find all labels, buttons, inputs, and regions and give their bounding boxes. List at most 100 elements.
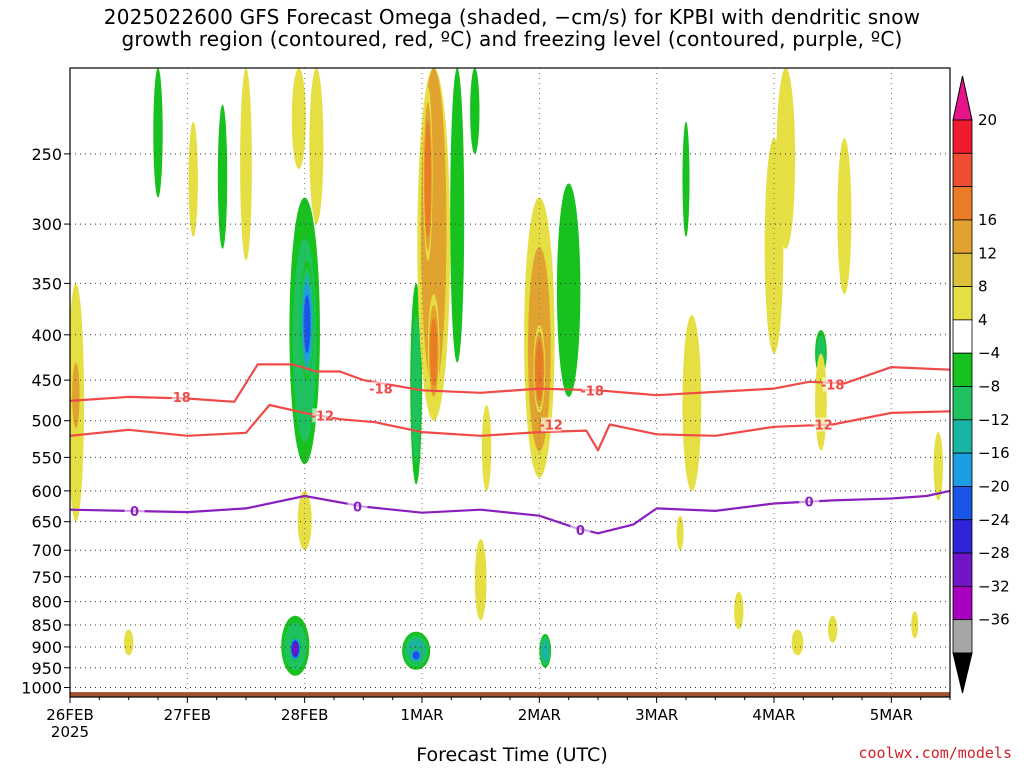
omega-cell bbox=[837, 138, 852, 295]
colorbar-label: −32 bbox=[978, 577, 1010, 595]
colorbar-label: −4 bbox=[978, 344, 1000, 362]
colorbar-label: −36 bbox=[978, 611, 1010, 629]
colorbar-swatch bbox=[952, 419, 973, 454]
omega-cell bbox=[123, 629, 134, 656]
contour-label-bg bbox=[810, 417, 831, 432]
dendritic-contour bbox=[70, 363, 950, 403]
colorbar-swatch bbox=[952, 152, 973, 188]
colorbar-swatch bbox=[952, 386, 973, 421]
colorbar-label: −24 bbox=[978, 511, 1010, 529]
terrain-strip bbox=[70, 692, 950, 697]
contours: -18 -18 -18 -18 -12 -12 -12 0 0 0 0 bbox=[70, 363, 950, 539]
colorbar-label: −20 bbox=[978, 477, 1010, 495]
contour-label: 0 bbox=[805, 496, 814, 511]
omega-cell bbox=[72, 362, 80, 429]
contour-label: -12 bbox=[311, 409, 335, 424]
x-axis-label: Forecast Time (UTC) bbox=[416, 744, 608, 766]
contour-label: 0 bbox=[130, 505, 139, 520]
colorbar-swatch bbox=[952, 619, 973, 654]
colorbar-swatch bbox=[952, 585, 973, 621]
colorbar-label: 16 bbox=[978, 211, 997, 229]
contour-label: -18 bbox=[167, 391, 191, 406]
colorbar-label: 20 bbox=[978, 111, 997, 129]
contour-label: -18 bbox=[821, 378, 845, 393]
chart-title-line-2: growth region (contoured, red, ºC) and f… bbox=[121, 27, 903, 51]
contour-label-bg bbox=[312, 408, 333, 423]
colorbar: 20 16 12 8 4 −4 −8 −12 −16 −20 −24 −28 −32 −36 bbox=[952, 75, 1010, 694]
x-tick-label: 2MAR bbox=[518, 706, 561, 724]
y-tick-label: 650 bbox=[31, 513, 62, 532]
contour-label: -12 bbox=[809, 419, 833, 434]
x-tick-label: 5MAR bbox=[870, 706, 913, 724]
colorbar-over-arrow bbox=[952, 75, 973, 121]
contour-label: -12 bbox=[539, 419, 563, 434]
omega-shading bbox=[70, 68, 950, 697]
omega-cell bbox=[676, 515, 684, 551]
y-tick-label: 500 bbox=[31, 412, 62, 431]
omega-cell bbox=[292, 642, 299, 656]
colorbar-label: −8 bbox=[978, 378, 1000, 396]
colorbar-label: 4 bbox=[978, 311, 988, 329]
contour-label-bg bbox=[169, 389, 190, 404]
y-tick-label: 1000 bbox=[21, 678, 62, 697]
contour-label: 0 bbox=[576, 524, 585, 539]
contour-label-bg bbox=[370, 381, 391, 396]
y-tick-label: 600 bbox=[31, 482, 62, 501]
contour-label-bg bbox=[822, 377, 843, 392]
colorbar-swatch bbox=[952, 286, 973, 321]
y-tick-label: 700 bbox=[31, 541, 62, 560]
omega-cell bbox=[430, 317, 438, 387]
x-tick-label: 27FEB bbox=[164, 706, 211, 724]
omega-cell bbox=[764, 138, 784, 354]
chart-title: 2025022600 GFS Forecast Omega (shaded, −… bbox=[0, 6, 1024, 50]
x-tick-label: 1MAR bbox=[400, 706, 443, 724]
contour-label-bg bbox=[799, 494, 820, 509]
colorbar-label: 8 bbox=[978, 278, 988, 296]
contour-label: -18 bbox=[580, 384, 604, 399]
colorbar-swatch bbox=[952, 452, 973, 487]
omega-cell bbox=[827, 615, 838, 643]
y-tick-label: 800 bbox=[31, 593, 62, 612]
omega-cell bbox=[933, 432, 943, 501]
colorbar-label: −28 bbox=[978, 544, 1010, 562]
omega-cell bbox=[188, 121, 198, 237]
axes: 250 300 350 400 450 500 550 600 650 700 750 800 850 9… bbox=[21, 67, 951, 741]
omega-cell bbox=[217, 104, 228, 249]
credit-link[interactable]: coolwx.com/models bbox=[858, 744, 1012, 762]
colorbar-swatch bbox=[952, 252, 973, 287]
colorbar-swatch bbox=[952, 552, 973, 587]
grid bbox=[70, 68, 950, 697]
contour-label: 0 bbox=[353, 501, 362, 516]
contour-label-bg bbox=[570, 522, 591, 537]
contour-label-bg bbox=[541, 417, 562, 432]
x-tick-label: 28FEB bbox=[281, 706, 328, 724]
omega-cell bbox=[412, 651, 420, 660]
chart-title-line-1: 2025022600 GFS Forecast Omega (shaded, −… bbox=[103, 5, 921, 29]
y-tick-label: 950 bbox=[31, 659, 62, 678]
omega-cell bbox=[470, 68, 480, 154]
omega-cell bbox=[474, 539, 487, 621]
omega-cell bbox=[240, 68, 252, 261]
y-tick-label: 450 bbox=[31, 371, 62, 390]
dendritic-contour bbox=[70, 403, 950, 452]
contour-label-bg bbox=[582, 383, 603, 398]
omega-cell bbox=[481, 404, 492, 491]
omega-cell bbox=[556, 183, 581, 397]
x-tick-label: 26FEB bbox=[46, 706, 93, 724]
omega-cell bbox=[911, 611, 919, 639]
omega-cell bbox=[734, 591, 744, 630]
colorbar-swatch bbox=[952, 486, 973, 521]
contour-label: -18 bbox=[369, 383, 393, 398]
contour-label-bg bbox=[124, 503, 145, 518]
omega-cell bbox=[303, 295, 311, 353]
omega-cell bbox=[535, 339, 544, 402]
colorbar-swatch bbox=[952, 119, 973, 154]
colorbar-swatch bbox=[952, 186, 973, 221]
omega-cell bbox=[424, 120, 432, 238]
y-tick-label: 550 bbox=[31, 448, 62, 467]
y-tick-label: 750 bbox=[31, 568, 62, 587]
y-tick-label: 350 bbox=[31, 274, 62, 293]
omega-cell bbox=[309, 68, 324, 225]
omega-cell bbox=[297, 490, 312, 551]
